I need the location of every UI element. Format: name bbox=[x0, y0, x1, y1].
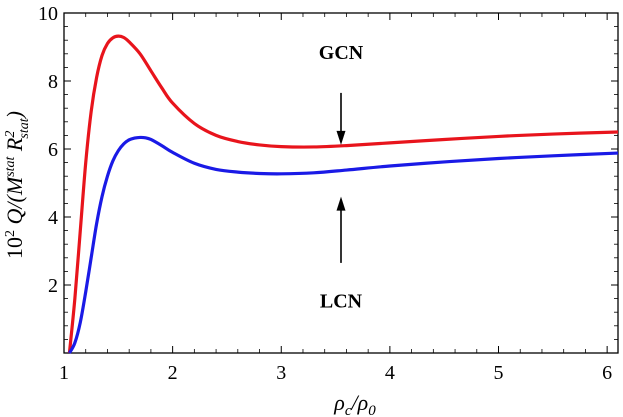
annotation-arrow-head bbox=[336, 130, 346, 145]
annotation-gcn: GCN bbox=[319, 42, 364, 64]
x-tick-label: 2 bbox=[168, 362, 178, 384]
axis-ticks: 1 2 3 4 5 6 2 4 6 8 10 bbox=[38, 3, 618, 384]
y-tick-label: 10 bbox=[38, 3, 58, 25]
annotations: GCN LCN bbox=[319, 42, 364, 312]
series-line-lcn bbox=[68, 135, 619, 354]
y-axis-label: 102 Q/(Mstat R2stat) bbox=[2, 111, 32, 259]
series-line-gcn bbox=[67, 34, 619, 354]
x-axis-label: ρc/ρ0 bbox=[333, 390, 376, 417]
annotation-lcn: LCN bbox=[320, 290, 363, 312]
x-tick-label: 1 bbox=[59, 362, 69, 384]
x-tick-label: 5 bbox=[494, 362, 504, 384]
y-tick-label: 2 bbox=[48, 275, 58, 297]
series-lines bbox=[67, 34, 619, 354]
y-tick-label: 6 bbox=[48, 139, 58, 161]
plot-frame bbox=[63, 12, 619, 354]
x-tick-label: 3 bbox=[276, 362, 286, 384]
x-tick-label: 6 bbox=[602, 362, 612, 384]
y-tick-label: 4 bbox=[48, 207, 58, 229]
x-tick-label: 4 bbox=[385, 362, 395, 384]
annotation-arrow-head bbox=[336, 196, 346, 211]
y-tick-label: 8 bbox=[48, 71, 58, 93]
svg-text:102 Q/(Mstat R2stat): 102 Q/(Mstat R2stat) bbox=[2, 111, 32, 259]
